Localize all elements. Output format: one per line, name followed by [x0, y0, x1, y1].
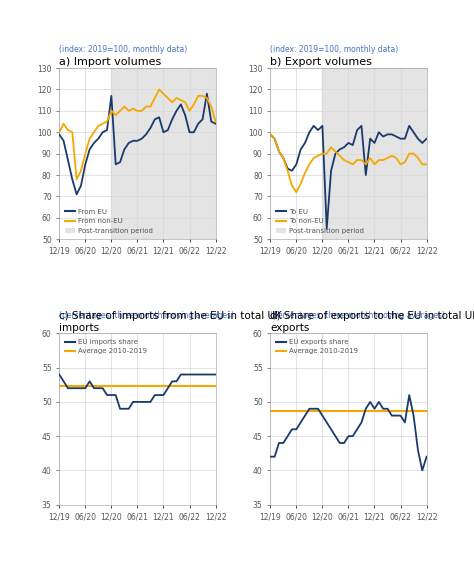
Text: a) Import volumes: a) Import volumes — [59, 57, 162, 67]
Legend: EU imports share, Average 2010-2019: EU imports share, Average 2010-2019 — [63, 337, 149, 357]
Text: (index: 2019=100, monthly data): (index: 2019=100, monthly data) — [59, 45, 188, 54]
Text: (index: 2019=100, monthly data): (index: 2019=100, monthly data) — [270, 45, 399, 54]
Text: (percentages, three-month moving averages): (percentages, three-month moving average… — [270, 311, 445, 320]
Legend: To EU, To non-EU, Post-transition period: To EU, To non-EU, Post-transition period — [274, 206, 366, 236]
Legend: EU exports share, Average 2010-2019: EU exports share, Average 2010-2019 — [274, 337, 360, 357]
Bar — [111, 68, 216, 239]
Legend: From EU, From non-EU, Post-transition period: From EU, From non-EU, Post-transition pe… — [63, 206, 155, 236]
Text: d) Share of exports to the EU in total UK
exports: d) Share of exports to the EU in total U… — [270, 311, 474, 333]
Text: b) Export volumes: b) Export volumes — [270, 57, 372, 67]
Text: (percentages, three-month moving averages): (percentages, three-month moving average… — [59, 311, 234, 320]
Bar — [322, 68, 427, 239]
Text: c) Share of imports from the EU in total UK
imports: c) Share of imports from the EU in total… — [59, 311, 282, 333]
